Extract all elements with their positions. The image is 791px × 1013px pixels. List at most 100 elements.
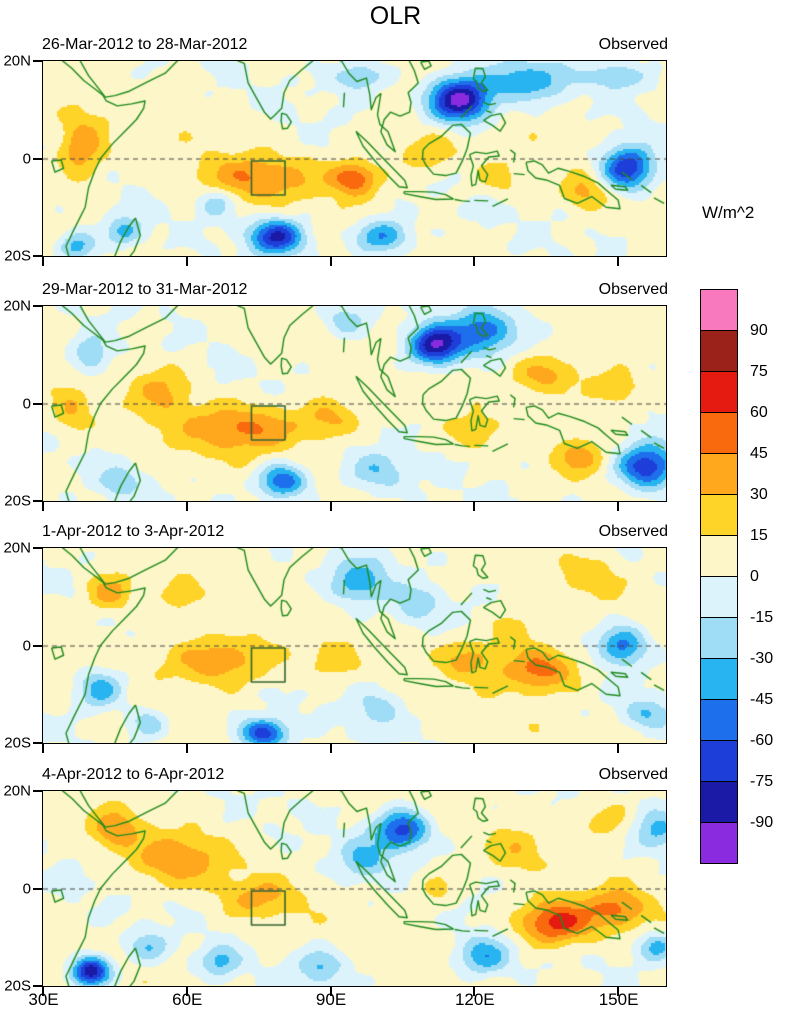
lon-tick-label: 60E (172, 990, 203, 1009)
lat-tick-mark (33, 985, 42, 987)
lat-tick-mark (33, 742, 42, 744)
lon-tick-mark (185, 744, 188, 753)
colorbar-tick-label: -60 (750, 732, 774, 749)
lon-tick-mark (185, 257, 188, 266)
lon-tick-mark (473, 744, 476, 753)
lon-tick-label: 150E (598, 990, 639, 1009)
colorbar-segment (700, 453, 738, 495)
colorbar-segment (700, 781, 738, 823)
lat-tick-mark (33, 644, 42, 647)
lon-tick-mark (329, 257, 332, 266)
x-axis-tick-labels: 30E 60E 90E 120E 150E (0, 990, 791, 1012)
panel-4-date-range: 4-Apr-2012 to 6-Apr-2012 (42, 766, 225, 783)
colorbar-segment (700, 494, 738, 536)
lon-tick-label: 30E (28, 990, 59, 1009)
lat-tick-label-20s: 20S (4, 492, 31, 510)
colorbar-segment (700, 412, 738, 454)
panel-3-date-range: 1-Apr-2012 to 3-Apr-2012 (42, 523, 225, 540)
lat-tick-label-20n: 20N (3, 539, 31, 557)
panel-4-source-label: Observed (598, 766, 668, 783)
lon-tick-mark (617, 502, 620, 511)
lon-tick-mark (329, 502, 332, 511)
lon-tick-mark (42, 987, 44, 996)
colorbar-units-label: W/m^2 (702, 203, 755, 222)
lat-tick-mark (33, 255, 42, 257)
lat-tick-mark (33, 60, 42, 62)
panel-2-map-canvas (43, 306, 666, 501)
panel-2-date-range: 29-Mar-2012 to 31-Mar-2012 (42, 281, 248, 298)
panel-3-map-canvas (43, 548, 666, 743)
colorbar-segment (700, 658, 738, 700)
panel-2-header: 29-Mar-2012 to 31-Mar-2012 Observed (42, 281, 668, 299)
lon-tick-mark (42, 257, 44, 266)
lat-tick-mark (33, 790, 42, 792)
colorbar-tick-label: -30 (750, 650, 774, 667)
colorbar-tick-label: -15 (750, 609, 774, 626)
panel-4-header: 4-Apr-2012 to 6-Apr-2012 Observed (42, 766, 668, 784)
lat-tick-mark (33, 305, 42, 307)
lat-tick-mark (33, 547, 42, 549)
lat-tick-label-20n: 20N (3, 297, 31, 315)
lat-tick-mark (33, 402, 42, 405)
panel-1-map-canvas (43, 61, 666, 256)
colorbar-tick-label: 15 (750, 527, 768, 544)
colorbar-segment (700, 617, 738, 659)
lat-tick-label-0: 0 (22, 395, 31, 412)
lat-tick-mark (33, 887, 42, 890)
panel-1-map: 20N 0 20S (3, 53, 667, 266)
lat-tick-label-20s: 20S (4, 247, 31, 265)
panel-1-source-label: Observed (598, 36, 668, 53)
panel-3-header: 1-Apr-2012 to 3-Apr-2012 Observed (42, 523, 668, 541)
colorbar-segment (700, 576, 738, 618)
lat-tick-mark (33, 500, 42, 502)
lon-tick-mark (473, 502, 476, 511)
colorbar-tick-label: 90 (750, 322, 768, 339)
lat-tick-label-20n: 20N (3, 782, 31, 800)
colorbar-segment (700, 371, 738, 413)
lon-tick-label: 120E (454, 990, 495, 1009)
colorbar-tick-label: 0 (750, 568, 759, 585)
lon-tick-mark (473, 987, 476, 996)
panel-2-source-label: Observed (598, 281, 668, 298)
panel-3-source-label: Observed (598, 523, 668, 540)
lon-tick-mark (473, 257, 476, 266)
colorbar-tick-label: -45 (750, 691, 774, 708)
colorbar-tick-label: -75 (750, 773, 774, 790)
lon-tick-label: 90E (315, 990, 347, 1009)
colorbar-segment (700, 330, 738, 372)
lon-tick-mark (329, 987, 332, 996)
lon-tick-mark (617, 257, 620, 266)
colorbar-segment (700, 822, 738, 864)
colorbar: 90 75 60 45 30 15 0 -15 -30 -45 -60 -75 -90 (700, 289, 773, 864)
panel-4-map: 20N 0 20S (3, 783, 667, 996)
colorbar-tick-label: 45 (750, 445, 768, 462)
colorbar-tick-label: -90 (750, 814, 774, 831)
colorbar-tick-label: 60 (750, 404, 768, 421)
lat-tick-label-20s: 20S (4, 977, 31, 995)
lon-tick-mark (185, 987, 188, 996)
lon-tick-mark (617, 987, 620, 996)
lat-tick-label-20n: 20N (3, 52, 31, 70)
lat-tick-label-20s: 20S (4, 734, 31, 752)
lon-tick-mark (617, 744, 620, 753)
figure-title: OLR (369, 2, 422, 30)
panel-1-header: 26-Mar-2012 to 28-Mar-2012 Observed (42, 36, 668, 54)
colorbar-tick-label: 75 (750, 363, 768, 380)
colorbar-segment (700, 289, 738, 331)
panel-3-map: 20N 0 20S (3, 540, 667, 753)
lat-tick-label-0: 0 (22, 637, 31, 654)
colorbar-segment (700, 740, 738, 782)
lat-tick-mark (33, 157, 42, 160)
lon-tick-mark (329, 744, 332, 753)
lon-tick-mark (42, 502, 44, 511)
panel-1-date-range: 26-Mar-2012 to 28-Mar-2012 (42, 36, 248, 53)
lon-tick-mark (185, 502, 188, 511)
colorbar-segment (700, 535, 738, 577)
lat-tick-label-0: 0 (22, 880, 31, 897)
colorbar-tick-label: 30 (750, 486, 768, 503)
panel-4-map-canvas (43, 791, 666, 986)
lon-tick-mark (42, 744, 44, 753)
colorbar-segment (700, 699, 738, 741)
lat-tick-label-0: 0 (22, 150, 31, 167)
